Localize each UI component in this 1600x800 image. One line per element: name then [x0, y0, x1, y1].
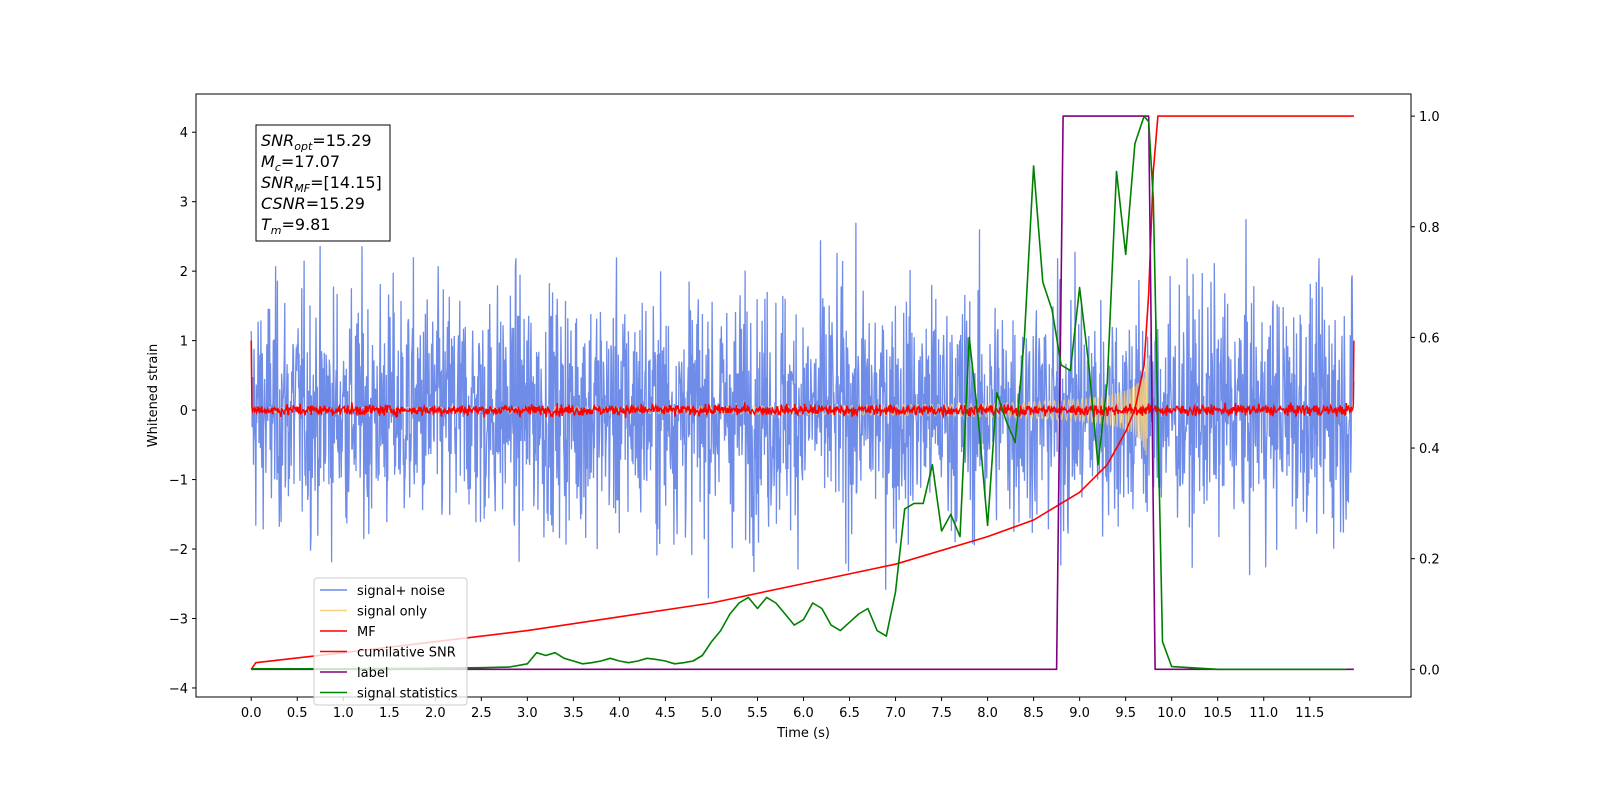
x-tick-label: 9.5 [1115, 706, 1136, 721]
x-tick-label: 11.0 [1249, 706, 1278, 721]
info-tm: Tm=9.81 [261, 215, 331, 237]
y-tick-label: −3 [169, 612, 188, 627]
y2-tick-label: 0.0 [1419, 663, 1440, 678]
y-tick-label: 0 [180, 404, 188, 419]
y-axis-left: 4 3 2 1 0 −1 −2 −3 −4 [169, 126, 196, 697]
x-tick-label: 5.0 [701, 706, 722, 721]
y-tick-label: −4 [169, 682, 188, 697]
info-snr-opt: SNRopt=15.29 [261, 131, 372, 153]
y2-tick-label: 1.0 [1419, 110, 1440, 125]
x-tick-label: 4.0 [609, 706, 630, 721]
x-tick-label: 6.5 [839, 706, 860, 721]
x-tick-label: 6.0 [793, 706, 814, 721]
y-tick-label: 4 [180, 126, 188, 141]
x-tick-label: 0.5 [287, 706, 308, 721]
y-tick-label: −2 [169, 543, 188, 558]
y-axis-label: Whitened strain [146, 344, 161, 447]
info-box: SNRopt=15.29 Mc=17.07 SNRMF=[14.15] CSNR… [255, 124, 391, 242]
info-mc: Mc=17.07 [261, 152, 340, 174]
x-tick-label: 3.0 [517, 706, 538, 721]
x-tick-label: 0.0 [241, 706, 262, 721]
x-tick-label: 1.5 [379, 706, 400, 721]
x-tick-label: 10.0 [1157, 706, 1186, 721]
info-csnr: CSNR=15.29 [261, 194, 365, 213]
legend-label: MF [357, 625, 376, 640]
y2-tick-label: 0.8 [1419, 221, 1440, 236]
x-tick-label: 9.0 [1069, 706, 1090, 721]
y-tick-label: 1 [180, 335, 188, 350]
legend-label: signal+ noise [357, 584, 445, 599]
x-axis-label: Time (s) [776, 726, 830, 741]
y2-tick-label: 0.2 [1419, 553, 1440, 568]
x-tick-label: 10.5 [1203, 706, 1232, 721]
x-tick-label: 11.5 [1295, 706, 1324, 721]
series-signal-noise [250, 219, 1355, 599]
x-tick-label: 4.5 [655, 706, 676, 721]
legend: signal+ noise signal only MF cumilative SNR… [313, 577, 468, 706]
x-tick-label: 8.0 [977, 706, 998, 721]
x-tick-label: 2.0 [425, 706, 446, 721]
y-tick-label: 2 [180, 265, 188, 280]
y-tick-label: −1 [169, 474, 188, 489]
info-box-frame [255, 124, 391, 242]
legend-label: label [357, 666, 388, 681]
legend-label: signal only [357, 605, 427, 620]
series-label [251, 115, 1354, 671]
x-tick-label: 5.5 [747, 706, 768, 721]
x-tick-label: 2.5 [471, 706, 492, 721]
legend-label: cumilative SNR [357, 646, 456, 661]
x-tick-label: 7.5 [931, 706, 952, 721]
y-tick-label: 3 [180, 196, 188, 211]
x-axis: 0.0 0.5 1.0 1.5 2.0 2.5 3.0 3.5 4.0 4.5 5.0 5.5 6.0 6… [241, 697, 1324, 721]
legend-label: signal statistics [357, 687, 458, 702]
series-signal-statistics [251, 115, 1347, 671]
info-snr-mf: SNRMF=[14.15] [261, 173, 382, 195]
x-tick-label: 8.5 [1023, 706, 1044, 721]
y2-tick-label: 0.4 [1419, 442, 1440, 457]
legend-frame [313, 577, 468, 706]
x-tick-label: 3.5 [563, 706, 584, 721]
x-tick-label: 1.0 [333, 706, 354, 721]
series-mf [250, 340, 1355, 420]
x-tick-label: 7.0 [885, 706, 906, 721]
y2-tick-label: 0.6 [1419, 331, 1440, 346]
y-axis-right: 1.0 0.8 0.6 0.4 0.2 0.0 [1411, 110, 1440, 678]
